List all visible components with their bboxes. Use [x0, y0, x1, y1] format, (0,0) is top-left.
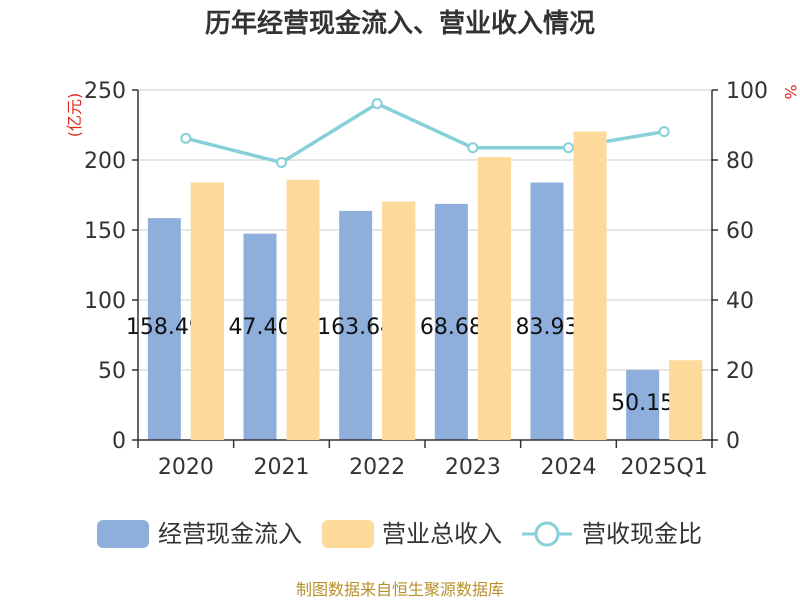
left-axis-tick-label: 200: [84, 149, 126, 174]
x-axis-tick-label: 2022: [349, 455, 405, 480]
ratio-point: [371, 98, 383, 110]
data-labels: 158.49 47.40 163.64 68.68 83.93 50.15: [126, 131, 703, 441]
legend-swatch-revenue: [322, 520, 374, 548]
legend-label-ratio: 营收现金比: [582, 520, 702, 548]
ratio-point: [658, 126, 670, 138]
data-label: 163.64: [317, 315, 394, 340]
left-axis-unit: (亿元): [65, 93, 84, 138]
data-label: 50.15: [611, 391, 674, 416]
right-axis-tick-label: 20: [726, 359, 754, 384]
bar-cash-inflow: [626, 369, 660, 440]
x-axis-tick-label: 2023: [445, 455, 501, 480]
left-axis-tick-label: 0: [112, 429, 126, 454]
x-axis-tick-label: 2021: [254, 455, 310, 480]
ratio-point: [467, 142, 479, 154]
left-axis-tick-label: 50: [98, 359, 126, 384]
left-axis-tick-label: 250: [84, 79, 126, 104]
bar-cash-inflow: [147, 218, 181, 440]
bar-cash-inflow: [243, 233, 277, 440]
right-axis-unit: %: [781, 84, 800, 99]
bar-revenue-overlay: [382, 201, 416, 440]
data-label: 83.93: [516, 315, 579, 340]
bar-revenue-overlay: [190, 182, 224, 441]
legend-label-revenue: 营业总收入: [382, 520, 502, 548]
right-axis-tick-label: 100: [726, 79, 768, 104]
x-axis-tick-label: 2020: [158, 455, 214, 480]
grid: [138, 89, 712, 371]
axes: 0 50 100 150 200 250 0 20 40 60 80 100 2020 2021 2022 2…: [84, 79, 768, 480]
chart-title: 历年经营现金流入、营业收入情况: [205, 8, 595, 39]
x-axis-tick-label: 2024: [541, 455, 597, 480]
bar-revenue-overlay: [573, 131, 607, 440]
legend-marker-ratio: [534, 521, 560, 547]
right-axis-tick-label: 0: [726, 429, 740, 454]
ratio-point: [563, 142, 574, 154]
bar-cash-inflow: [530, 182, 564, 441]
legend-swatch-cash-inflow: [97, 520, 149, 548]
left-axis-tick-label: 100: [84, 289, 126, 314]
ratio-point: [276, 156, 287, 168]
right-axis-tick-label: 80: [726, 149, 754, 174]
left-axis-tick-label: 150: [84, 219, 126, 244]
right-axis-tick-label: 40: [726, 289, 754, 314]
right-axis-tick-label: 60: [726, 219, 754, 244]
legend-label-cash-inflow: 经营现金流入: [158, 520, 302, 548]
data-label: 68.68: [420, 315, 483, 340]
legend: 经营现金流入 营业总收入 营收现金比: [97, 520, 702, 548]
bar-cash-inflow: [339, 210, 373, 440]
data-label: 47.40: [229, 315, 292, 340]
bar-revenue-overlay: [669, 360, 703, 440]
data-label: 158.49: [126, 315, 203, 340]
bar-revenue-overlay: [477, 157, 511, 440]
footer-source: 制图数据来自恒生聚源数据库: [296, 580, 504, 599]
ratio-point: [180, 132, 192, 144]
bar-cash-inflow: [434, 203, 468, 440]
x-axis-tick-label: 2025Q1: [621, 455, 708, 480]
bar-revenue-overlay: [286, 179, 320, 440]
